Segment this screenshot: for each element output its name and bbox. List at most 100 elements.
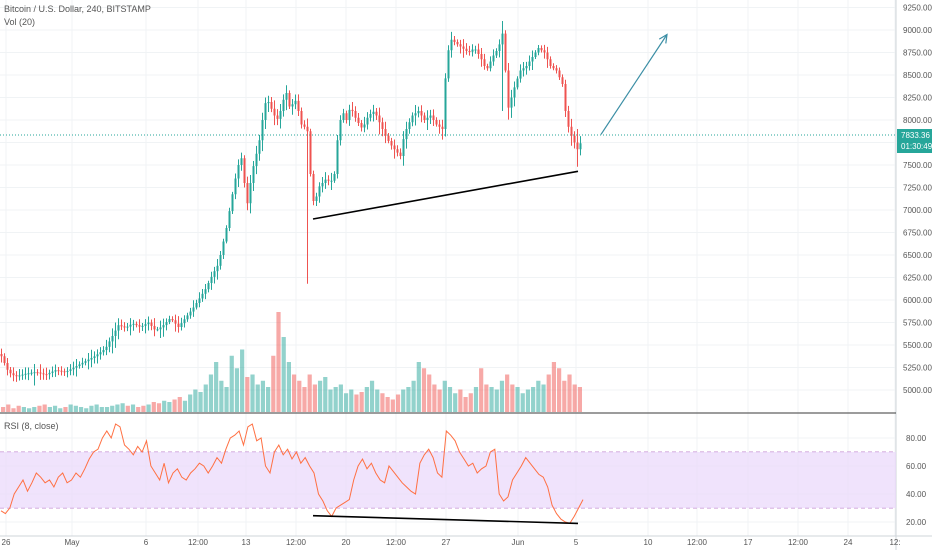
candle-body	[312, 174, 315, 201]
volume-bar	[292, 374, 297, 412]
candle-body	[138, 325, 141, 327]
volume-bar	[489, 387, 494, 412]
candle-body	[3, 356, 6, 363]
candle-body	[39, 372, 42, 374]
candle-body	[537, 48, 540, 53]
volume-bar	[11, 408, 16, 412]
volume-bar	[338, 384, 343, 412]
candle-body	[330, 180, 333, 182]
candle-body	[423, 115, 426, 120]
candle-body	[282, 99, 285, 111]
volume-bar	[266, 387, 271, 412]
candle-body	[210, 276, 213, 284]
volume-bar	[136, 407, 141, 412]
candle-body	[369, 114, 372, 118]
candle-body	[162, 325, 165, 328]
candle-body	[534, 52, 537, 57]
candle-body	[531, 57, 534, 62]
volume-bar	[323, 377, 328, 412]
candle-body	[522, 68, 525, 71]
volume-bar	[6, 404, 11, 412]
candle-body	[18, 375, 21, 377]
candle-body	[174, 320, 177, 324]
candle-body	[402, 139, 405, 156]
projection-arrow-head	[658, 33, 668, 44]
candle-body	[129, 324, 132, 327]
candle-body	[156, 329, 159, 331]
candle-body	[51, 371, 54, 373]
candle-body	[222, 241, 225, 255]
rsi-trendline	[312, 514, 579, 525]
candle-body	[462, 46, 465, 49]
volume-bar	[463, 397, 468, 412]
volume-bar	[47, 407, 52, 412]
candle-body	[441, 126, 444, 129]
candle-body	[459, 44, 462, 47]
candle-body	[378, 115, 381, 123]
candle-body	[300, 111, 303, 125]
candle-body	[513, 87, 516, 98]
candle-body	[72, 367, 75, 370]
volume-bar	[437, 389, 442, 412]
candle-body	[336, 140, 339, 174]
candle-body	[444, 78, 447, 129]
symbol-title[interactable]: Bitcoin / U.S. Dollar, 240, BITSTAMP	[4, 4, 151, 14]
candle-body	[381, 122, 384, 129]
volume-bar	[380, 393, 385, 412]
time-tick-label: 12:00	[286, 538, 307, 547]
volume-bar	[536, 380, 541, 412]
volume-bar	[375, 389, 380, 412]
time-axis[interactable]: 26 May 6 12:00 13 12:00 20 12:00 27 Jun 5 10 12:00 17…	[2, 538, 901, 547]
volume-bar	[406, 387, 411, 412]
candle-body	[393, 145, 396, 150]
volume-bar	[297, 380, 302, 412]
price-trendline	[312, 170, 579, 220]
volume-legend[interactable]: Vol (20)	[4, 17, 36, 27]
volume-bar	[167, 402, 172, 412]
candle-body	[420, 111, 423, 116]
price-tick-label: 9250.00	[903, 4, 932, 13]
candle-body	[231, 194, 234, 212]
price-tick-label: 6250.00	[903, 274, 932, 283]
volume-bar	[130, 404, 136, 412]
volume-bar	[172, 399, 177, 412]
volume-bar	[421, 368, 427, 412]
bar-countdown: 01:30:49	[901, 142, 932, 151]
time-tick-label: 12:00	[687, 538, 708, 547]
volume-bar	[250, 374, 255, 412]
rsi-legend[interactable]: RSI (8, close)	[4, 421, 59, 431]
candle-body	[453, 39, 456, 42]
candle-body	[543, 50, 546, 53]
candle-body	[468, 51, 471, 52]
candle-body	[408, 122, 411, 129]
volume-bar	[193, 389, 198, 412]
volume-bar	[188, 394, 193, 412]
candle-body	[21, 374, 24, 376]
candle-body	[246, 183, 249, 204]
rsi-tick-label: 80.00	[906, 434, 927, 443]
volume-bar	[531, 387, 536, 412]
volume-bar	[473, 387, 479, 412]
candle-body	[189, 311, 192, 316]
price-tick-label: 9000.00	[903, 26, 932, 35]
price-axis[interactable]: 5000.00 5250.00 5500.00 5750.00 6000.00 6250.…	[903, 4, 932, 528]
candle-body	[339, 120, 342, 141]
candle-body	[555, 68, 558, 71]
volume-bar	[411, 380, 416, 412]
candle-body	[321, 183, 324, 187]
volume-bar	[572, 384, 577, 412]
volume-bar	[219, 380, 224, 412]
candle-body	[324, 179, 327, 183]
candle-body	[405, 129, 408, 140]
volume-bar	[21, 407, 26, 412]
volume-bar	[245, 377, 250, 412]
candle-body	[0, 354, 3, 357]
price-tick-label: 5250.00	[903, 364, 932, 373]
price-tick-label: 6000.00	[903, 296, 932, 305]
time-tick-label: 20	[342, 538, 351, 547]
last-price-badge: 7833.36 01:30:49	[897, 128, 932, 153]
volume-bar	[37, 405, 42, 412]
time-tick-label: 17	[744, 538, 753, 547]
candle-body	[183, 319, 186, 324]
